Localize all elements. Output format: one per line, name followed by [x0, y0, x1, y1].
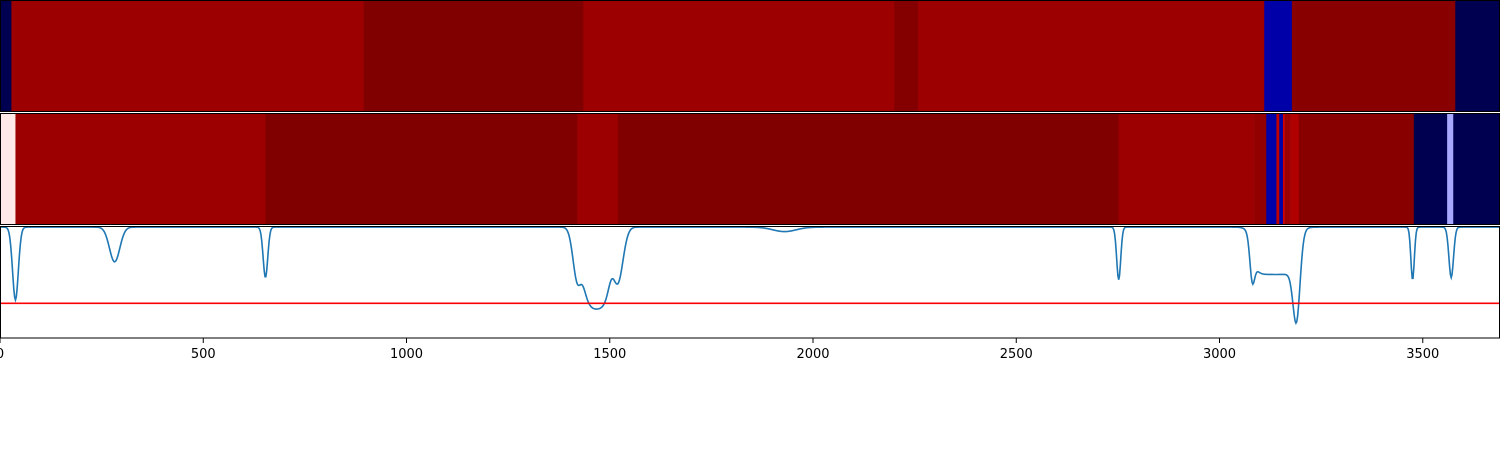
middle-heatmap-segment	[1298, 113, 1415, 225]
x-tick-label: 500	[191, 347, 216, 362]
middle-heatmap-panel	[0, 113, 1500, 225]
top-heatmap-segment	[363, 0, 584, 112]
top-heatmap-panel	[0, 0, 1500, 112]
middle-heatmap-segment	[1276, 113, 1280, 225]
middle-heatmap-segment	[1254, 113, 1267, 225]
x-tick-label: 3500	[1406, 347, 1439, 362]
top-heatmap-segment	[0, 0, 12, 112]
middle-heatmap-segment	[577, 113, 619, 225]
x-axis: 0 500 1000 1500 2000 2500 3000 3500	[0, 338, 1439, 362]
top-heatmap-segment	[583, 0, 895, 112]
middle-heatmap-segment	[1118, 113, 1255, 225]
middle-heatmap-segment	[265, 113, 578, 225]
x-tick-label: 2500	[1000, 347, 1033, 362]
x-tick-label: 2000	[796, 347, 829, 362]
middle-heatmap-segment	[15, 113, 266, 225]
top-heatmap-segment	[1264, 0, 1293, 112]
top-heatmap-segment	[917, 0, 1265, 112]
top-heatmap-segment	[894, 0, 919, 112]
middle-heatmap-segment	[1266, 113, 1277, 225]
x-tick-label: 3000	[1203, 347, 1236, 362]
middle-heatmap-segment	[1282, 113, 1285, 225]
middle-heatmap-segment	[617, 113, 1119, 225]
middle-heatmap-segment	[0, 113, 16, 225]
middle-heatmap-segment	[1413, 113, 1448, 225]
middle-heatmap-segment	[1284, 113, 1291, 225]
middle-heatmap-segment	[1279, 113, 1284, 225]
top-heatmap-segment	[1455, 0, 1500, 112]
middle-heatmap-segment	[1453, 113, 1500, 225]
top-heatmap-segment	[1291, 0, 1456, 112]
middle-heatmap-segment	[1290, 113, 1300, 225]
x-tick-label: 1500	[593, 347, 626, 362]
top-heatmap-segment	[11, 0, 365, 112]
spectrum-line	[0, 226, 1500, 326]
x-tick-label: 1000	[390, 347, 423, 362]
middle-heatmap-segment	[1447, 113, 1454, 225]
x-tick-label: 0	[0, 347, 4, 362]
